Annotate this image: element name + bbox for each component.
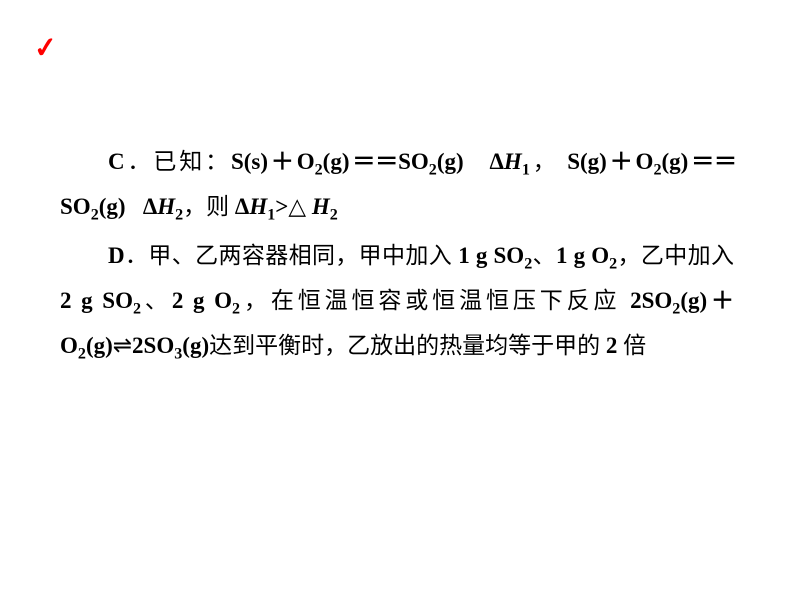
option-c-prefix: ．已知： [125, 149, 231, 174]
option-c: C．已知：S(s)＋O2(g)＝＝SO2(g) ΔH1， S(g)＋O2(g)＝… [60, 140, 734, 230]
question-content: ✓ C．已知：S(s)＋O2(g)＝＝SO2(g) ΔH1， S(g)＋O2(g… [60, 140, 734, 369]
checkmark-icon: ✓ [32, 21, 60, 77]
option-c-label: C [108, 149, 125, 174]
option-d-prefix: ．甲、乙两容器相同，甲中加入 [125, 243, 459, 268]
option-d: D．甲、乙两容器相同，甲中加入 1 g SO2、1 g O2，乙中加入 2 g … [60, 234, 734, 370]
option-d-label: D [108, 243, 125, 268]
